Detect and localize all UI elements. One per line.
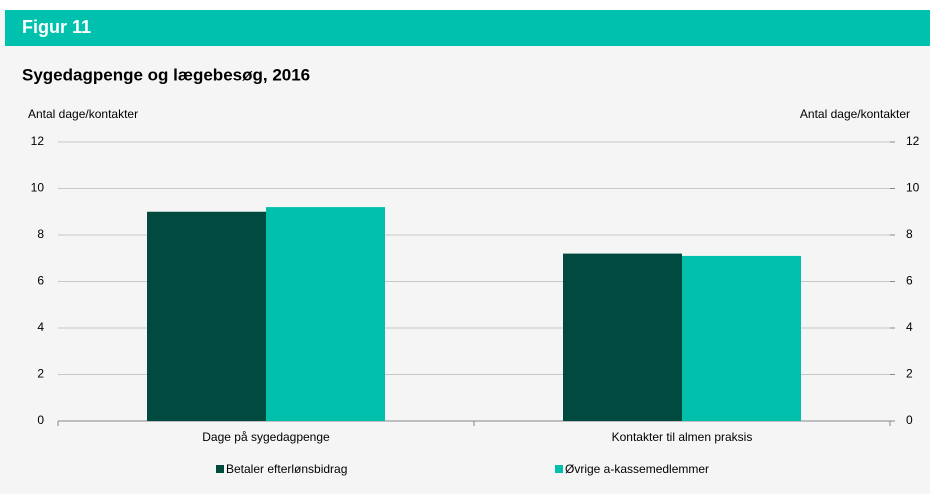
y2-tick-label: 6 <box>906 274 913 288</box>
legend-swatch <box>555 465 563 473</box>
y2-axis-label: Antal dage/kontakter <box>800 107 910 121</box>
chart-title: Sygedagpenge og lægebesøg, 2016 <box>22 65 310 84</box>
y2-tick-label: 8 <box>906 227 913 241</box>
y-axis-label: Antal dage/kontakter <box>28 107 138 121</box>
y-tick-label: 2 <box>37 367 44 381</box>
y-tick-label: 12 <box>31 134 45 148</box>
bar <box>682 255 801 421</box>
y-tick-label: 6 <box>37 274 44 288</box>
y-tick-label: 10 <box>31 181 45 195</box>
legend-label: Betaler efterlønsbidrag <box>226 462 347 476</box>
header-band <box>5 10 930 46</box>
y-tick-label: 8 <box>37 227 44 241</box>
bar <box>147 211 266 421</box>
y2-tick-label: 4 <box>906 320 913 334</box>
x-tick-label: Kontakter til almen praksis <box>612 430 753 444</box>
bar <box>563 253 682 421</box>
y2-tick-label: 0 <box>906 413 913 427</box>
x-tick-label: Dage på sygedagpenge <box>202 430 330 444</box>
legend-swatch <box>216 465 224 473</box>
legend-label: Øvrige a-kassemedlemmer <box>565 462 709 476</box>
bar <box>266 207 385 421</box>
y2-tick-label: 2 <box>906 367 913 381</box>
top-margin <box>0 0 930 10</box>
header-title: Figur 11 <box>22 17 91 37</box>
y2-tick-label: 10 <box>906 181 920 195</box>
y-tick-label: 4 <box>37 320 44 334</box>
y-tick-label: 0 <box>37 413 44 427</box>
y2-tick-label: 12 <box>906 134 920 148</box>
